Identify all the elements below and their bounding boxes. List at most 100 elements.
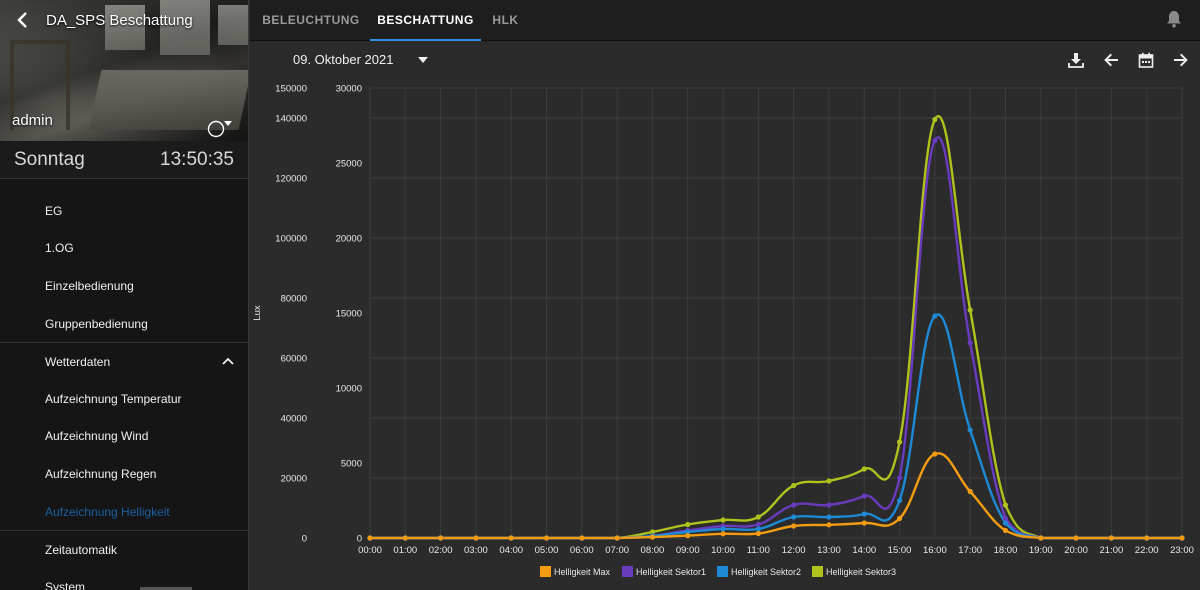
tab-beschattung[interactable]: BESCHATTUNG [370,0,481,41]
arrow-left-icon[interactable] [1103,52,1119,68]
data-point [508,535,514,541]
data-point [649,529,656,535]
bell-icon[interactable] [1166,10,1182,28]
data-point [579,535,585,541]
sidebar-item-gruppenbedienung[interactable]: Gruppenbedienung [0,305,248,343]
data-point [861,511,867,517]
data-point [1144,535,1150,541]
series-line-2 [369,313,1182,540]
y-right-tick-label: 15000 [336,309,362,320]
sidebar-item-label: Aufzeichnung Regen [45,466,157,481]
sidebar-scrollbar[interactable] [140,587,192,590]
data-point [967,488,973,495]
sidebar-item-label: Aufzeichnung Helligkeit [45,504,170,519]
data-point [861,493,867,499]
brightness-chart[interactable]: 0 20000 40000 60000 80000 100000 120000 140000 1… [250,81,1200,590]
data-point [791,514,797,520]
data-point [1038,535,1044,541]
x-tick-label: 20:00 [1064,545,1088,556]
data-point [1108,535,1114,541]
sidebar-item-system[interactable]: System [0,568,248,590]
y-left-tick-label: 40000 [281,414,307,425]
sidebar-item-label: 1.OG [45,241,74,256]
date-value: 09. Oktober 2021 [293,52,394,67]
data-point [1073,535,1079,541]
sidebar-item-label: Zeitautomatik [45,542,118,557]
data-point [614,535,620,541]
data-point [826,522,832,528]
legend-swatch [812,566,823,577]
y-left-tick-label: 150000 [275,84,307,95]
y-right-tick-label: 20000 [336,234,362,245]
data-point [473,535,479,541]
series-line-3 [369,115,1182,540]
sidebar-item-eg[interactable]: EG [0,192,248,230]
sidebar-item-zeitautomatik[interactable]: Zeitautomatik [0,530,248,568]
chart-svg: 0200004000060000800001000001200001400001… [252,84,1194,577]
data-point [826,514,832,520]
user-menu-dropdown-icon[interactable] [206,118,236,138]
data-point [755,521,761,528]
x-tick-label: 06:00 [570,545,594,556]
legend-label: Helligkeit Max [554,567,611,577]
x-tick-label: 08:00 [641,545,665,556]
sidebar-item-aufzeichnung-regen[interactable]: Aufzeichnung Regen [0,455,248,493]
date-select[interactable]: 09. Oktober 2021 [293,52,429,67]
y-left-tick-label: 80000 [281,294,307,305]
user-name[interactable]: admin [12,112,53,129]
x-tick-label: 07:00 [605,545,629,556]
x-tick-label: 22:00 [1135,545,1159,556]
sidebar-item-1-og[interactable]: 1.OG [0,230,248,268]
data-point [367,535,373,541]
data-point [685,533,691,539]
y-left-tick-label: 140000 [275,114,307,125]
data-point [791,482,797,489]
y-right-tick-label: 5000 [341,459,362,470]
sidebar-item-aufzeichnung-wind[interactable]: Aufzeichnung Wind [0,418,248,456]
x-tick-label: 18:00 [994,545,1018,556]
x-tick-label: 05:00 [535,545,559,556]
back-arrow-icon[interactable] [13,10,33,30]
y-axis-label: Lux [252,305,263,321]
data-point [649,534,656,540]
data-point [755,514,761,520]
data-point [720,531,726,537]
sidebar-item-label: Aufzeichnung Wind [45,429,149,444]
x-tick-label: 02:00 [429,545,453,556]
x-tick-label: 19:00 [1029,545,1053,556]
date-toolbar: 09. Oktober 2021 [250,41,1200,81]
tab-hlk[interactable]: HLK [492,13,519,27]
data-point [755,530,761,537]
sidebar-item-einzelbedienung[interactable]: Einzelbedienung [0,267,248,305]
y-left-tick-label: 0 [302,534,307,545]
data-point [720,526,726,532]
x-tick-label: 04:00 [499,545,523,556]
data-point [720,517,726,523]
sidebar-item-label: System [45,579,86,590]
sidebar-item-aufzeichnung-temperatur[interactable]: Aufzeichnung Temperatur [0,380,248,418]
calendar-icon[interactable] [1138,52,1154,68]
tab-beleuchtung[interactable]: BELEUCHTUNG [262,13,360,27]
sidebar-item-aufzeichnung-helligkeit[interactable]: Aufzeichnung Helligkeit [0,493,248,531]
download-icon[interactable] [1068,52,1084,68]
clock-bar: Sonntag 13:50:35 [0,141,248,179]
y-left-tick-label: 120000 [275,174,307,185]
data-point [438,535,444,541]
x-tick-label: 12:00 [782,545,806,556]
data-point [861,520,867,526]
chevron-up-icon[interactable] [222,357,234,366]
data-point [896,439,903,445]
data-point [826,478,832,484]
y-left-tick-label: 100000 [275,234,307,245]
legend-swatch [717,566,728,577]
y-left-tick-label: 20000 [281,474,307,485]
data-point [402,535,408,541]
arrow-right-icon[interactable] [1173,52,1189,68]
sidebar-item-wetterdaten[interactable]: Wetterdaten [0,342,248,380]
legend-label: Helligkeit Sektor3 [826,567,896,577]
sidebar-header-image: DA_SPS Beschattung admin [0,0,248,141]
data-point [896,497,903,504]
sidebar: DA_SPS Beschattung admin Sonntag 13:50:3… [0,0,249,590]
top-tab-bar: BELEUCHTUNG BESCHATTUNG HLK [250,0,1200,41]
